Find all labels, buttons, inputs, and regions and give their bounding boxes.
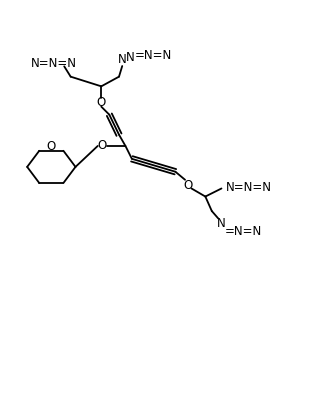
Text: N: N [125,51,134,64]
Text: =N=N: =N=N [135,49,172,62]
Text: O: O [183,179,192,192]
Text: O: O [97,96,106,109]
Text: O: O [98,139,107,152]
Text: N: N [118,53,127,66]
Text: N: N [217,217,226,230]
Text: N=N=N: N=N=N [31,57,76,70]
Text: N=N=N: N=N=N [226,181,272,194]
Text: O: O [47,140,56,153]
Text: =N=N: =N=N [225,224,262,237]
